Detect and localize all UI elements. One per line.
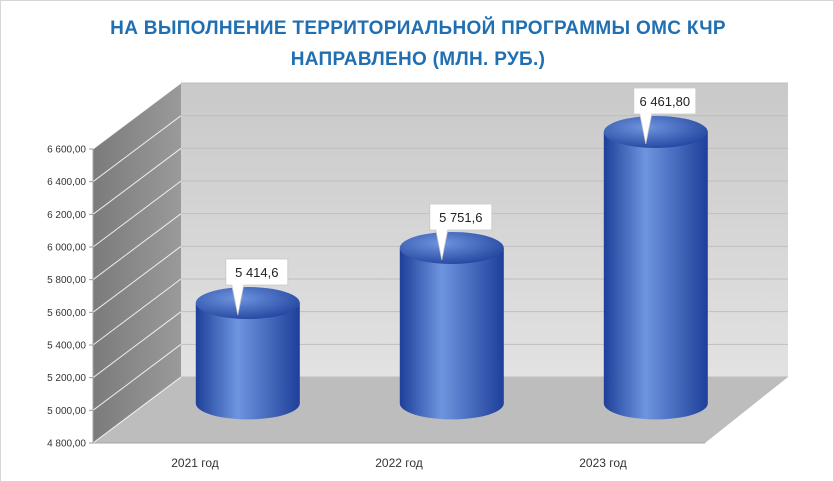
x-tick-label: 2022 год: [375, 456, 423, 470]
gridline-side: [92, 82, 182, 150]
data-label-callout: 6 461,80: [633, 87, 697, 145]
chart-title: НА ВЫПОЛНЕНИЕ ТЕРРИТОРИАЛЬНОЙ ПРОГРАММЫ …: [1, 13, 834, 75]
x-axis: 2021 год 2022 год 2023 год: [93, 442, 705, 470]
y-tick-label: 6 400,00: [47, 177, 86, 188]
side-wall: [93, 83, 181, 443]
y-tick-label: 5 200,00: [47, 373, 86, 384]
data-label: 5 751,6: [439, 210, 482, 225]
data-label-callout: 5 414,6: [225, 258, 289, 316]
gridline-side: [92, 376, 182, 444]
y-tick-label: 6 000,00: [47, 243, 86, 254]
bar-top: [195, 287, 300, 320]
callout-box: [633, 87, 697, 145]
y-tick-label: 5 600,00: [47, 308, 86, 319]
y-tick-label: 5 800,00: [47, 275, 86, 286]
bar-3: [603, 115, 708, 420]
y-tick-label: 5 000,00: [47, 406, 86, 417]
data-label-callout: 5 751,6: [429, 203, 493, 261]
bar-body: [195, 303, 300, 420]
gridline-side: [92, 115, 182, 183]
chart-title-line-1: НА ВЫПОЛНЕНИЕ ТЕРРИТОРИАЛЬНОЙ ПРОГРАММЫ …: [110, 18, 726, 39]
gridline-side: [92, 278, 182, 346]
gridline-side: [92, 245, 182, 313]
gridline-side: [92, 213, 182, 281]
callout-box: [429, 203, 493, 261]
callout-box: [225, 258, 289, 316]
data-label: 6 461,80: [639, 94, 690, 109]
bars: [195, 115, 708, 420]
bar-body: [399, 247, 504, 420]
x-tick-label: 2023 год: [579, 456, 627, 470]
chart-title-line-2: НАПРАВЛЕНО (МЛН. РУБ.): [290, 49, 546, 70]
bar-body: [603, 131, 708, 420]
y-tick-label: 4 800,00: [47, 439, 86, 450]
x-tick-label: 2021 год: [171, 456, 219, 470]
y-tick-label: 6 200,00: [47, 210, 86, 221]
bar-top: [603, 115, 708, 148]
gridline-side: [92, 147, 182, 215]
y-tick-label: 6 600,00: [47, 145, 86, 156]
y-tick-label: 5 400,00: [47, 341, 86, 352]
gridline-side: [92, 180, 182, 248]
bar-2: [399, 231, 504, 420]
gridline-side: [92, 343, 182, 411]
bar-1: [195, 287, 300, 420]
value-labels: 5 414,6 5 751,6 6 461,80: [225, 87, 697, 316]
bar-top: [399, 231, 504, 264]
gridline-side: [92, 311, 182, 379]
data-label: 5 414,6: [235, 265, 278, 280]
y-axis: 4 800,00 5 000,00 5 200,00 5 400,00 5 600,00…: [47, 145, 94, 450]
